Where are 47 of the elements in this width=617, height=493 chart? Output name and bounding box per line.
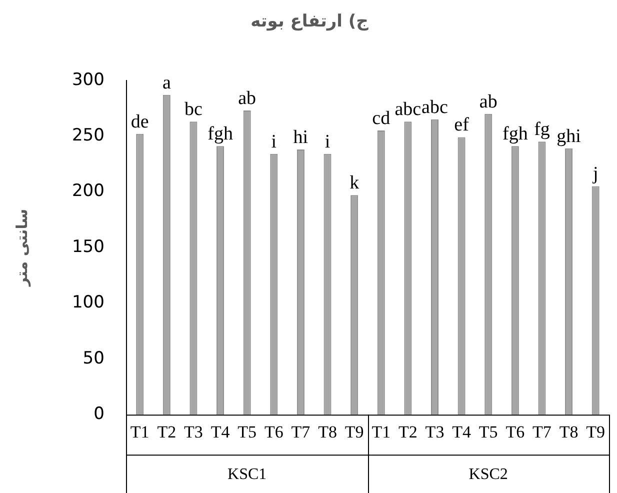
- x-tick-label: T3: [184, 422, 203, 442]
- data-label: i: [271, 131, 277, 152]
- x-tick-label: T5: [478, 422, 498, 442]
- x-tick-label: T5: [238, 422, 257, 442]
- x-tick-label: T2: [398, 422, 418, 442]
- data-label: ab: [479, 91, 498, 112]
- data-label: ghi: [556, 126, 581, 147]
- y-tick-label: 200: [72, 181, 104, 202]
- x-tick-label: T1: [130, 422, 150, 442]
- x-tick-label: T8: [559, 422, 578, 442]
- x-tick-label: T9: [344, 422, 364, 442]
- data-label: cd: [372, 108, 391, 130]
- data-label: de: [130, 111, 149, 132]
- data-label: abc: [422, 96, 448, 118]
- data-label: ab: [238, 88, 256, 109]
- y-axis-title: سانتی متر: [12, 208, 31, 288]
- y-tick-label: 50: [82, 348, 104, 368]
- y-tick-label: 0: [94, 404, 104, 424]
- x-tick-label: T6: [264, 422, 284, 442]
- x-tick-label: T1: [372, 422, 391, 442]
- x-tick-label: T4: [210, 422, 230, 442]
- data-label: hi: [293, 126, 308, 148]
- y-tick-label: 150: [72, 236, 104, 257]
- x-tick-label: T8: [318, 422, 337, 442]
- data-label: k: [350, 172, 360, 194]
- text: KSC2: [468, 466, 508, 483]
- data-label: fgh: [208, 124, 234, 145]
- x-tick-label: T7: [291, 422, 311, 442]
- x-tick-label: T2: [157, 422, 176, 442]
- x-tick-label: T3: [425, 422, 444, 442]
- data-label: ef: [454, 114, 470, 136]
- chart-title: ج) ارتفاع بوته: [250, 12, 370, 32]
- text: KSC1: [228, 466, 267, 483]
- y-tick-label: 250: [72, 126, 104, 146]
- x-tick-label: T7: [532, 422, 552, 442]
- x-tick-label: T6: [506, 422, 525, 442]
- data-label: j: [592, 164, 598, 185]
- data-label: a: [162, 72, 172, 94]
- data-label: bc: [184, 99, 202, 120]
- x-tick-label: T4: [452, 422, 472, 442]
- y-tick-label: 100: [72, 292, 104, 313]
- x-tick-label: T9: [586, 422, 606, 442]
- y-tick-label: 300: [72, 70, 104, 90]
- data-label: abc: [394, 99, 422, 120]
- data-label: fg: [534, 119, 550, 140]
- data-label: i: [324, 131, 330, 152]
- data-label: fgh: [502, 124, 528, 145]
